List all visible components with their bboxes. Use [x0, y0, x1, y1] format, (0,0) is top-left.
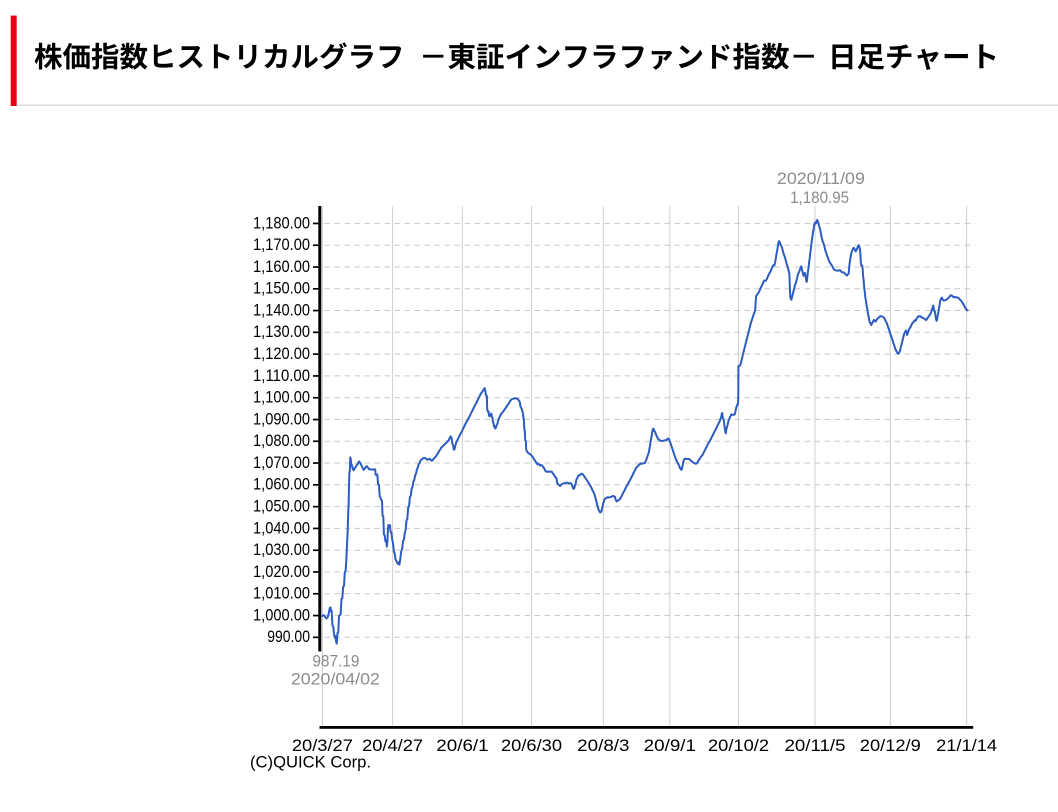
svg-text:987.19: 987.19	[312, 652, 359, 671]
svg-text:1,180.00: 1,180.00	[253, 213, 310, 232]
svg-text:1,140.00: 1,140.00	[253, 300, 310, 319]
svg-text:1,110.00: 1,110.00	[253, 366, 310, 385]
svg-text:1,020.00: 1,020.00	[253, 562, 310, 581]
svg-text:(C)QUICK Corp.: (C)QUICK Corp.	[250, 753, 371, 772]
svg-text:1,170.00: 1,170.00	[253, 235, 310, 254]
svg-text:1,100.00: 1,100.00	[253, 388, 310, 407]
svg-text:20/9/1: 20/9/1	[644, 736, 696, 755]
svg-text:1,010.00: 1,010.00	[253, 584, 310, 603]
svg-text:20/11/5: 20/11/5	[785, 736, 846, 755]
svg-text:20/6/1: 20/6/1	[436, 736, 488, 755]
svg-text:1,090.00: 1,090.00	[253, 409, 310, 428]
svg-text:990.00: 990.00	[267, 627, 310, 646]
svg-text:1,150.00: 1,150.00	[253, 279, 310, 298]
svg-text:20/8/3: 20/8/3	[577, 736, 629, 755]
svg-text:20/10/2: 20/10/2	[708, 736, 769, 755]
svg-text:21/1/14: 21/1/14	[936, 736, 997, 755]
svg-text:1,050.00: 1,050.00	[253, 497, 310, 516]
svg-text:2020/04/02: 2020/04/02	[291, 669, 380, 688]
svg-text:1,030.00: 1,030.00	[253, 540, 310, 559]
svg-text:20/6/30: 20/6/30	[501, 736, 562, 755]
svg-text:20/3/27: 20/3/27	[292, 736, 353, 755]
svg-text:1,070.00: 1,070.00	[253, 453, 310, 472]
svg-text:1,130.00: 1,130.00	[253, 322, 310, 341]
svg-text:1,060.00: 1,060.00	[253, 475, 310, 494]
svg-text:2020/11/09: 2020/11/09	[777, 169, 865, 188]
svg-text:1,120.00: 1,120.00	[253, 344, 310, 363]
svg-text:1,040.00: 1,040.00	[253, 518, 310, 537]
svg-text:20/12/9: 20/12/9	[860, 736, 921, 755]
svg-text:20/4/27: 20/4/27	[362, 736, 423, 755]
svg-text:1,160.00: 1,160.00	[253, 257, 310, 276]
svg-text:1,180.95: 1,180.95	[790, 188, 849, 207]
svg-text:1,000.00: 1,000.00	[253, 605, 310, 624]
svg-text:1,080.00: 1,080.00	[253, 431, 310, 450]
